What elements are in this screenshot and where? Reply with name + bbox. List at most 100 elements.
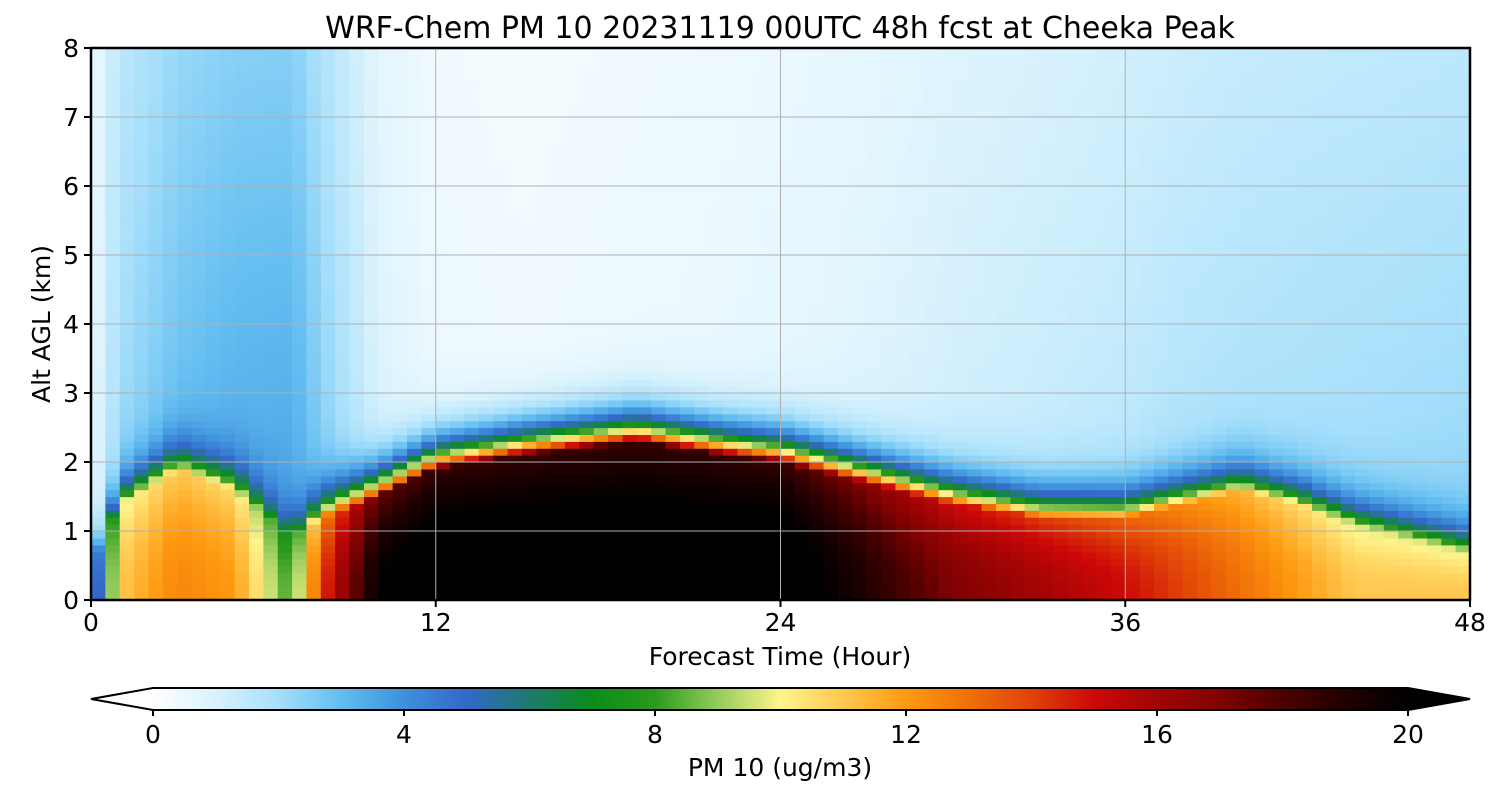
heatmap-cell	[464, 510, 480, 518]
heatmap-cell	[435, 103, 451, 111]
heatmap-cell	[636, 289, 652, 297]
heatmap-cell	[536, 358, 552, 366]
heatmap-cell	[521, 551, 537, 560]
heatmap-cell	[737, 358, 753, 366]
heatmap-cell	[967, 317, 983, 325]
heatmap-cell	[335, 324, 351, 332]
heatmap-cell	[651, 448, 667, 456]
heatmap-cell	[91, 275, 106, 284]
heatmap-cell	[435, 406, 451, 415]
heatmap-cell	[924, 165, 940, 173]
heatmap-cell	[363, 330, 379, 339]
heatmap-cell	[881, 365, 897, 373]
heatmap-cell	[608, 379, 624, 387]
heatmap-cell	[909, 317, 925, 325]
heatmap-cell	[766, 379, 782, 387]
heatmap-cell	[708, 248, 724, 256]
heatmap-cell	[234, 420, 250, 429]
heatmap-cell	[766, 531, 782, 539]
heatmap-cell	[205, 413, 221, 422]
heatmap-cell	[924, 48, 940, 56]
heatmap-cell	[363, 441, 379, 449]
heatmap-cell	[421, 234, 437, 242]
heatmap-cell	[967, 158, 983, 166]
heatmap-cell	[622, 593, 638, 600]
heatmap-cell	[119, 379, 135, 387]
heatmap-cell	[205, 151, 221, 159]
heatmap-cell	[507, 524, 523, 532]
heatmap-cell	[679, 151, 695, 159]
heatmap-cell	[837, 61, 853, 70]
heatmap-cell	[651, 455, 667, 463]
heatmap-cell	[507, 434, 523, 442]
heatmap-cell	[91, 448, 106, 456]
heatmap-cell	[723, 317, 738, 325]
heatmap-cell	[220, 441, 236, 449]
heatmap-cell	[234, 399, 250, 408]
heatmap-cell	[349, 496, 365, 504]
heatmap-cell	[191, 68, 207, 77]
heatmap-cell	[263, 489, 279, 498]
heatmap-cell	[177, 227, 193, 235]
heatmap-cell	[536, 406, 552, 415]
heatmap-cell	[636, 206, 652, 215]
heatmap-cell	[407, 572, 422, 580]
heatmap-cell	[924, 586, 940, 594]
heatmap-cell	[952, 579, 968, 587]
heatmap-cell	[249, 255, 264, 263]
heatmap-cell	[450, 379, 466, 387]
heatmap-cell	[191, 406, 207, 415]
heatmap-cell	[335, 551, 351, 560]
heatmap-cell	[938, 551, 954, 560]
heatmap-cell	[766, 110, 782, 118]
heatmap-cell	[636, 213, 652, 222]
heatmap-cell	[493, 303, 509, 311]
heatmap-cell	[91, 413, 106, 422]
heatmap-cell	[881, 503, 897, 511]
heatmap-cell	[105, 586, 121, 594]
heatmap-cell	[536, 558, 552, 567]
heatmap-cell	[924, 220, 940, 228]
heatmap-cell	[651, 386, 667, 394]
heatmap-cell	[708, 227, 724, 235]
heatmap-cell	[464, 103, 480, 111]
heatmap-cell	[478, 413, 494, 422]
heatmap-cell	[263, 96, 279, 104]
heatmap-cell	[622, 324, 638, 332]
heatmap-cell	[407, 365, 422, 373]
heatmap-cell	[665, 455, 681, 463]
heatmap-cell	[205, 379, 221, 387]
heatmap-cell	[536, 241, 552, 249]
heatmap-cell	[909, 123, 925, 132]
heatmap-cell	[177, 482, 193, 491]
heatmap-cell	[335, 427, 351, 435]
heatmap-cell	[134, 565, 150, 573]
heatmap-cell	[751, 303, 767, 311]
heatmap-cell	[493, 558, 509, 567]
heatmap-cell	[277, 75, 293, 84]
heatmap-cell	[651, 234, 667, 242]
heatmap-cell	[565, 206, 580, 215]
heatmap-cell	[464, 234, 480, 242]
heatmap-cell	[234, 68, 250, 77]
heatmap-cell	[507, 386, 523, 394]
heatmap-cell	[177, 358, 193, 366]
heatmap-cell	[579, 103, 595, 111]
heatmap-cell	[363, 54, 379, 63]
heatmap-cell	[234, 344, 250, 353]
heatmap-cell	[837, 510, 853, 518]
heatmap-cell	[191, 496, 207, 504]
heatmap-cell	[407, 54, 422, 63]
heatmap-cell	[277, 462, 293, 470]
heatmap-cell	[249, 565, 264, 573]
heatmap-cell	[450, 448, 466, 456]
heatmap-cell	[565, 489, 580, 498]
heatmap-cell	[694, 165, 710, 173]
heatmap-cell	[148, 558, 164, 567]
heatmap-cell	[938, 241, 954, 249]
heatmap-cell	[565, 144, 580, 153]
heatmap-cell	[694, 303, 710, 311]
heatmap-cell	[277, 117, 293, 125]
heatmap-cell	[105, 358, 121, 366]
heatmap-cell	[148, 468, 164, 477]
